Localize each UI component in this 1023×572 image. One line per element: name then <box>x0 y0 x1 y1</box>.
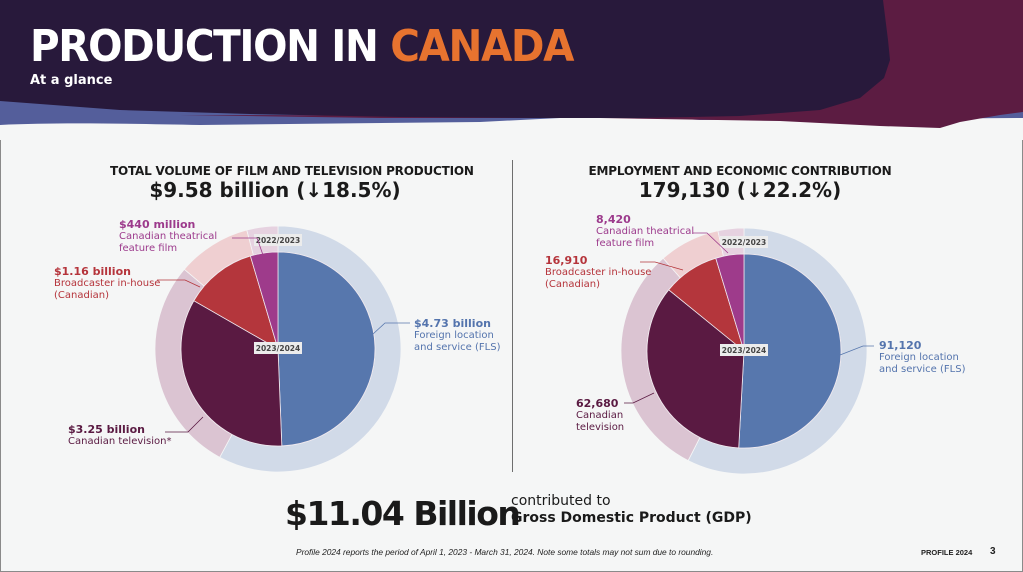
leader-chart-2-theatrical <box>693 232 729 254</box>
inner-year-label-text: 2023/2024 <box>256 344 301 353</box>
profile-label: PROFILE 2024 <box>921 548 973 557</box>
leader-chart-2-tv <box>624 392 655 404</box>
chart-2-label-tv: 62,680 Canadian television <box>576 398 624 434</box>
chart-2-label-broadcaster: 16,910 Broadcaster in-house (Canadian) <box>545 255 651 291</box>
inner-year-label-bg <box>720 344 768 356</box>
gdp-value: $11.04 Billion <box>285 494 521 533</box>
leader-chart-2-broadcaster <box>640 261 684 271</box>
label-value: 8,420 <box>596 213 631 226</box>
outer-year-label: 2022/2023 <box>254 234 302 246</box>
header-banner <box>0 0 1023 140</box>
page-subtitle: At a glance <box>30 73 113 88</box>
chart-2-label-fls: 91,120 Foreign location and service (FLS… <box>879 340 965 376</box>
label-value: 16,910 <box>545 254 588 267</box>
label-desc: and service (FLS) <box>414 342 501 353</box>
label-desc: (Canadian) <box>545 279 600 290</box>
label-desc: Canadian theatrical <box>119 231 218 242</box>
pie-slice-theatrical <box>249 251 279 350</box>
chart-1-pie: 2022/2023 2023/2024 <box>154 225 402 473</box>
inner-year-label-text: 2023/2024 <box>722 346 767 355</box>
label-value: $4.73 billion <box>414 317 491 330</box>
outer-year-label-text: 2022/2023 <box>722 238 767 247</box>
leader-chart-1-fls <box>372 322 410 335</box>
page-title: PRODUCTION IN CANADA <box>30 21 574 72</box>
pie-slice-tv <box>646 289 745 449</box>
leader-chart-1-theatrical <box>232 237 264 256</box>
banner-dark-stroke <box>0 0 890 118</box>
outer-year-label-bg <box>720 236 768 248</box>
inner-year-label-bg <box>254 342 302 354</box>
label-desc: Foreign location <box>879 352 959 363</box>
label-desc: television <box>576 422 625 433</box>
label-desc: Broadcaster in-house <box>54 278 161 289</box>
title-accent: CANADA <box>390 21 574 72</box>
label-value: $440 million <box>119 218 196 231</box>
chart-1-label-fls: $4.73 billion Foreign location and servi… <box>414 318 500 354</box>
label-desc: and service (FLS) <box>879 364 966 375</box>
label-desc: feature film <box>596 238 655 249</box>
label-desc: Canadian television* <box>68 436 172 447</box>
footnote: Profile 2024 reports the period of April… <box>296 547 714 557</box>
chart-2-pie: 2022/2023 2023/2024 <box>620 227 868 475</box>
label-desc: Foreign location <box>414 330 494 341</box>
gdp-line-2: Gross Domestic Product (GDP) <box>511 510 752 526</box>
inner-year-label: 2023/2024 <box>720 344 768 356</box>
pie-slice-fls <box>738 253 842 449</box>
inner-year-label: 2023/2024 <box>254 342 302 354</box>
label-desc: Canadian <box>576 410 624 421</box>
title-main: PRODUCTION IN <box>30 21 379 72</box>
label-desc: feature film <box>119 243 178 254</box>
chart-2-total: 179,130 (↓22.2%) <box>638 178 842 202</box>
section-divider <box>512 160 513 472</box>
chart-1-title: TOTAL VOLUME OF FILM AND TELEVISION PROD… <box>110 164 474 178</box>
chart-2-label-theatrical: 8,420 Canadian theatrical feature film <box>596 214 694 250</box>
pie-slice-theatrical <box>715 253 745 352</box>
banner-white-edge <box>0 118 1023 140</box>
chart-2-title: EMPLOYMENT AND ECONOMIC CONTRIBUTION <box>588 164 892 178</box>
banner-plum-stroke <box>180 0 1023 128</box>
leader-chart-1-broadcaster <box>157 279 201 288</box>
label-value: $1.16 billion <box>54 265 131 278</box>
page-number: 3 <box>990 546 996 557</box>
chart-1-total: $9.58 billion (↓18.5%) <box>149 178 401 202</box>
chart-1-label-tv: $3.25 billion Canadian television* <box>68 424 172 448</box>
outer-year-label-text: 2022/2023 <box>256 236 301 245</box>
outer-year-label-bg <box>254 234 302 246</box>
label-desc: (Canadian) <box>54 290 109 301</box>
outer-year-label: 2022/2023 <box>720 236 768 248</box>
label-desc: Canadian theatrical <box>596 226 695 237</box>
pie-slice-fls <box>277 251 376 447</box>
chart-1-label-theatrical: $440 million Canadian theatrical feature… <box>119 219 217 255</box>
leader-chart-1-tv <box>165 416 204 433</box>
gdp-line-1: contributed to <box>511 493 611 509</box>
label-value: 91,120 <box>879 339 922 352</box>
leader-chart-2-fls <box>839 345 874 356</box>
label-desc: Broadcaster in-house <box>545 267 652 278</box>
label-value: $3.25 billion <box>68 423 145 436</box>
chart-1-label-broadcaster: $1.16 billion Broadcaster in-house (Cana… <box>54 266 160 302</box>
label-value: 62,680 <box>576 397 619 410</box>
gdp-description: contributed to Gross Domestic Product (G… <box>511 493 752 527</box>
